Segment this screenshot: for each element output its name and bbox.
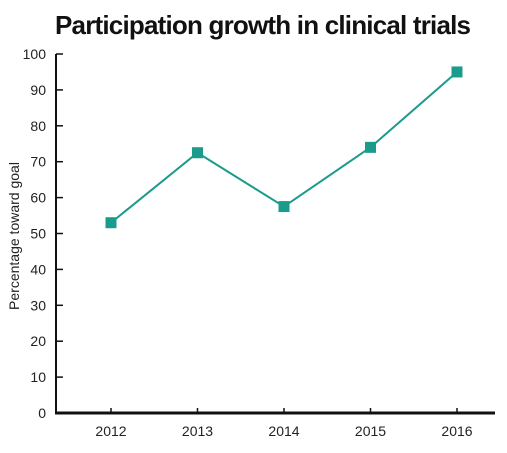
x-tick-label: 2015: [355, 423, 386, 439]
data-point-marker: [451, 66, 463, 78]
data-point-marker: [365, 141, 376, 153]
x-tick-label: 2016: [441, 423, 472, 439]
y-tick-label: 60: [30, 190, 46, 206]
y-axis: 0 10 20 30 40 50 60 70 80 90 100: [23, 46, 63, 421]
chart-title: Participation growth in clinical trials: [55, 10, 471, 40]
data-point-marker: [105, 217, 117, 229]
y-tick-label: 50: [30, 226, 46, 242]
data-point-marker: [278, 201, 290, 213]
x-tick-label: 2012: [95, 423, 126, 439]
x-tick-label: 2014: [268, 423, 299, 439]
y-tick-label: 10: [30, 369, 46, 385]
y-tick-label: 80: [30, 118, 46, 134]
y-tick-label: 0: [38, 405, 46, 421]
y-tick-label: 70: [30, 154, 46, 170]
y-tick-label: 30: [30, 297, 46, 313]
x-axis: 2012 2013 2014 2015 2016: [55, 408, 495, 439]
y-tick-label: 40: [30, 261, 46, 277]
data-point-marker: [192, 147, 203, 159]
y-tick-label: 100: [23, 46, 47, 62]
y-axis-title: Percentage toward goal: [6, 162, 22, 310]
x-tick-label: 2013: [182, 423, 213, 439]
series-line: [110, 71, 458, 224]
series-line-group: [105, 66, 463, 229]
y-tick-label: 20: [30, 333, 46, 349]
y-tick-label: 90: [30, 82, 46, 98]
